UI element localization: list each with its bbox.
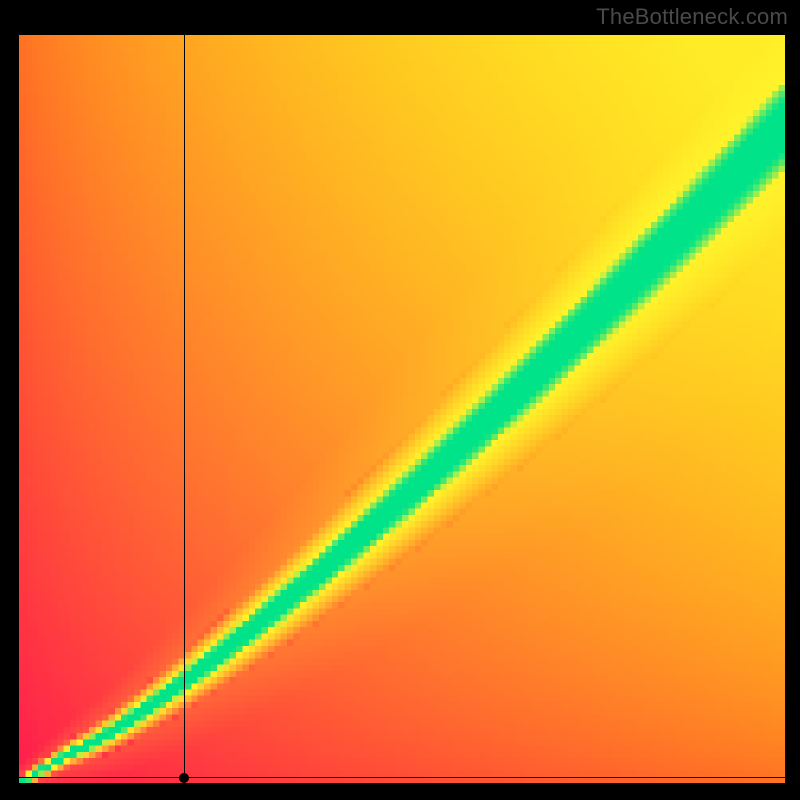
heatmap-plot [18, 34, 786, 784]
page-root: TheBottleneck.com [0, 0, 800, 800]
heatmap-canvas [19, 35, 785, 783]
marker-point [179, 773, 189, 783]
crosshair-horizontal [19, 777, 787, 778]
watermark-text: TheBottleneck.com [596, 4, 788, 30]
crosshair-vertical [184, 35, 185, 785]
